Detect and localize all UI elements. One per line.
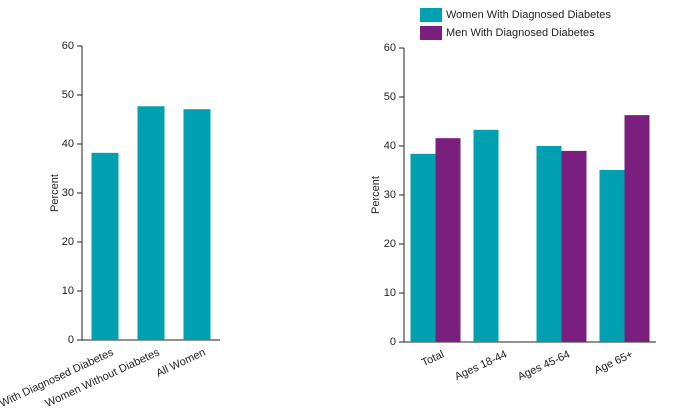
bar xyxy=(624,115,650,342)
y-tick-label: 0 xyxy=(390,336,396,348)
x-tick-label: All Women xyxy=(154,346,207,379)
x-tick-label: Age 65+ xyxy=(592,348,634,376)
legend-label: Men With Diagnosed Diabetes xyxy=(446,27,595,39)
legend-swatch xyxy=(420,8,442,22)
bar xyxy=(435,138,461,342)
y-tick-label: 40 xyxy=(62,138,74,150)
y-axis-label: Percent xyxy=(370,176,382,214)
y-tick-label: 0 xyxy=(68,334,74,346)
y-tick-label: 10 xyxy=(384,287,396,299)
x-tick-label: Ages 18-44 xyxy=(453,348,509,383)
x-tick-label: Ages 45-64 xyxy=(516,348,572,383)
legend-swatch xyxy=(420,26,442,40)
bar xyxy=(183,109,211,341)
bar xyxy=(137,106,165,341)
y-axis-label: Percent xyxy=(49,174,61,212)
bar xyxy=(473,129,499,342)
bar xyxy=(536,146,562,342)
y-tick-label: 10 xyxy=(62,285,74,297)
y-tick-label: 50 xyxy=(62,89,74,101)
y-tick-label: 40 xyxy=(384,140,396,152)
y-tick-label: 20 xyxy=(62,236,74,248)
bar xyxy=(91,152,119,340)
y-tick-label: 50 xyxy=(384,91,396,103)
bar xyxy=(410,153,436,342)
y-tick-label: 60 xyxy=(62,40,74,52)
bar xyxy=(561,150,587,342)
legend-label: Women With Diagnosed Diabetes xyxy=(446,9,611,21)
y-tick-label: 20 xyxy=(384,238,396,250)
x-tick-label: Total xyxy=(420,348,446,369)
y-tick-label: 30 xyxy=(384,189,396,201)
y-tick-label: 30 xyxy=(62,187,74,199)
bar xyxy=(599,170,625,342)
y-tick-label: 60 xyxy=(384,42,396,54)
